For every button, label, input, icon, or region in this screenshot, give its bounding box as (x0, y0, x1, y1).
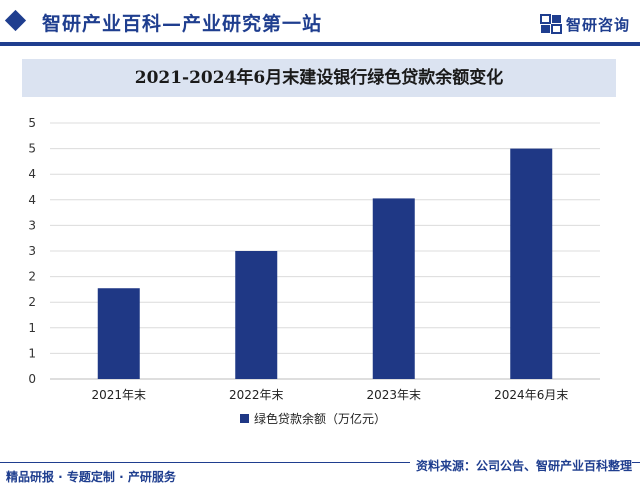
legend-label: 绿色贷款余额（万亿元） (254, 411, 386, 426)
header-divider (0, 42, 640, 46)
x-tick-label: 2021年末 (91, 388, 146, 402)
footer: 精品研报 · 专题定制 · 产研服务 资料来源：公司公告、智研产业百科整理 (0, 456, 640, 488)
bar-chart: 0 1 1 2 2 3 3 4 4 5 5 2021年末 2022年末 2023年末 2024年6月末绿色贷… (28, 116, 600, 426)
y-tick-label: 5 (28, 116, 36, 130)
y-tick-label: 2 (28, 270, 36, 284)
footer-source: 资料来源：公司公告、智研产业百科整理 (409, 457, 632, 474)
y-tick-label: 3 (28, 244, 36, 258)
x-tick-label: 2024年6月末 (494, 388, 568, 402)
y-tick-label: 2 (28, 295, 36, 309)
bar (372, 198, 415, 379)
x-tick-label: 2022年末 (229, 388, 284, 402)
y-tick-label: 1 (28, 346, 36, 360)
bar (97, 288, 140, 379)
y-tick-label: 4 (28, 167, 36, 181)
diamond-icon (4, 9, 27, 32)
y-tick-label: 0 (28, 372, 36, 386)
bar (235, 251, 278, 379)
y-tick-label: 5 (28, 142, 36, 156)
chart-title-band: 2021-2024年6月末建设银行绿色贷款余额变化 (22, 59, 616, 97)
brand: 智研咨询 (539, 13, 630, 35)
legend-swatch (240, 414, 249, 423)
y-tick-label: 1 (28, 321, 36, 335)
y-tick-label: 3 (28, 218, 36, 232)
header: 智研产业百科—产业研究第一站 智研咨询 (0, 0, 640, 46)
brand-logo-icon (539, 14, 562, 34)
bar (510, 148, 553, 379)
x-tick-label: 2023年末 (366, 388, 421, 402)
brand-name: 智研咨询 (565, 15, 630, 34)
chart-title: 2021-2024年6月末建设银行绿色贷款余额变化 (134, 68, 504, 88)
footer-tagline: 精品研报 · 专题定制 · 产研服务 (6, 470, 176, 484)
footer-divider (0, 462, 640, 463)
y-tick-label: 4 (28, 193, 36, 207)
header-title: 智研产业百科—产业研究第一站 (42, 13, 323, 35)
